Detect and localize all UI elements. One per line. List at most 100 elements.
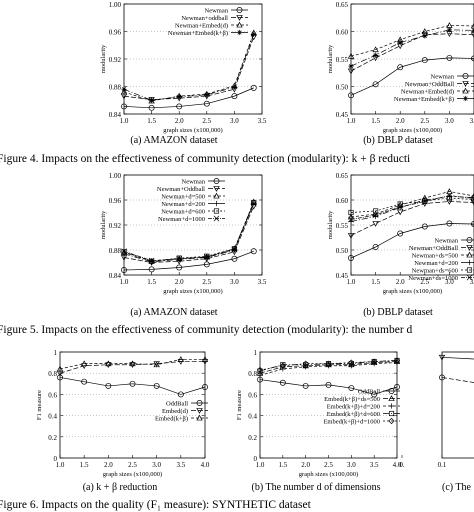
data-point	[372, 81, 379, 88]
y-tick-label: 0.50	[336, 247, 349, 255]
x-tick-label: 3.5	[470, 278, 474, 286]
x-tick-label: 1.0	[120, 117, 129, 125]
data-point	[439, 374, 445, 381]
y-tick-label: 1.00	[109, 1, 122, 9]
x-tick-label: 3.5	[258, 117, 267, 125]
subcaption-6b: (b) The number d of dimensions	[252, 482, 381, 493]
chart-fig4a: 0.84 0.88 0.92 0.96 1.00 1.0 1.5 2.0 2.5 3.0 3.5 gr…	[100, 1, 267, 134]
x-tick-label: 2.5	[420, 117, 429, 125]
data-point	[148, 266, 155, 273]
data-point	[347, 233, 355, 239]
series-line	[123, 87, 254, 109]
subcaption-6c: (c) The	[442, 482, 472, 493]
legend-label: Newman+Oddball	[157, 186, 205, 193]
legend-marker	[236, 29, 243, 36]
data-point	[397, 64, 404, 71]
data-point	[202, 384, 208, 390]
data-point	[176, 103, 183, 110]
data-point	[470, 192, 474, 199]
y-axis-label: F1 measure	[236, 390, 243, 420]
data-point	[105, 360, 112, 367]
data-point	[470, 32, 474, 39]
x-tick-label: 2.0	[301, 461, 310, 469]
y-tick-label: 0	[54, 455, 58, 463]
data-point	[279, 362, 286, 369]
x-tick-label: 0.1	[438, 461, 447, 469]
series-line	[441, 377, 474, 383]
data-point	[176, 256, 182, 262]
subcaption-4b: (b) DBLP dataset	[363, 135, 433, 146]
legend-marker	[213, 192, 220, 199]
data-point	[148, 104, 155, 111]
y-axis-label: modularity	[100, 44, 107, 73]
data-point	[348, 359, 355, 366]
series-line	[123, 206, 255, 263]
x-tick-label: 3.5	[176, 461, 185, 469]
legend-label: OddBall	[358, 389, 380, 396]
legend: NewmanNewman+OddBallNewman+Embed(d)Newma…	[394, 73, 474, 103]
legend-marker	[213, 178, 220, 184]
y-tick-label: 0.96	[109, 29, 122, 37]
data-point	[348, 361, 354, 367]
data-point	[177, 391, 184, 398]
legend-label: Newman+ds=500	[412, 253, 458, 260]
legend-label: Newman+OddBall	[409, 245, 458, 252]
data-point	[250, 248, 257, 255]
data-point	[231, 246, 237, 252]
data-point	[302, 360, 309, 367]
x-tick-label: 3.5	[258, 278, 267, 286]
data-point	[446, 188, 453, 194]
legend-marker	[388, 403, 395, 409]
legend-marker	[388, 395, 395, 401]
legend-marker	[462, 95, 469, 102]
data-point	[176, 255, 182, 261]
legend-marker	[213, 186, 220, 192]
legend-marker	[236, 15, 243, 21]
x-tick-label: 3.0	[230, 278, 239, 286]
x-tick-label: 1.0	[56, 461, 65, 469]
x-tick-label: 4.0	[201, 461, 210, 469]
data-point	[120, 88, 128, 95]
x-tick-label: 2.5	[420, 278, 429, 286]
x-axis-label: graph sizes (x100,000)	[299, 471, 358, 478]
y-tick-label: 0.4	[248, 413, 257, 421]
data-point	[446, 27, 452, 33]
x-tick-label: 1.0	[347, 278, 356, 286]
data-point	[148, 257, 155, 264]
x-tick-label: 2.0	[396, 278, 405, 286]
data-point	[470, 200, 474, 206]
data-point	[422, 33, 428, 39]
y-tick-label: 0.2	[248, 434, 257, 442]
data-point	[57, 374, 63, 381]
y-tick-label: 0.8	[48, 370, 57, 378]
x-tick-label: 1.5	[147, 278, 156, 286]
legend-marker	[196, 414, 203, 421]
x-tick-label: 2.5	[324, 461, 333, 469]
series-line	[350, 196, 474, 222]
data-point	[397, 201, 403, 207]
data-point	[446, 192, 453, 199]
chart-fig4b: 0.45 0.50 0.55 0.60 0.65 1.0 1.5 2.0 2.5 3.0 3.5 gr…	[327, 1, 474, 134]
x-tick-label: 2.0	[175, 278, 184, 286]
data-point	[348, 385, 355, 391]
y-tick-label: 0.88	[109, 84, 122, 92]
x-tick-label: 1.5	[80, 461, 89, 469]
data-point	[149, 258, 155, 264]
x-axis-label: graph sizes (x100,000)	[163, 288, 222, 295]
data-point	[325, 381, 332, 388]
legend-label: Embed(k+β)+d=1000	[323, 419, 380, 426]
legend-label: Newman+d=600	[161, 209, 205, 216]
legend: NewmanNewman+oddballNewman+Embed(d)Newma…	[168, 7, 248, 37]
data-point	[348, 63, 354, 69]
data-point	[250, 84, 257, 91]
series-line	[123, 203, 255, 261]
legend-marker	[388, 417, 395, 425]
plot-frame	[441, 351, 474, 459]
data-point	[372, 221, 379, 227]
data-point	[348, 92, 354, 99]
data-point	[176, 94, 182, 100]
y-tick-label: 0.65	[336, 172, 349, 180]
data-point	[176, 255, 183, 262]
series-line	[259, 360, 398, 371]
